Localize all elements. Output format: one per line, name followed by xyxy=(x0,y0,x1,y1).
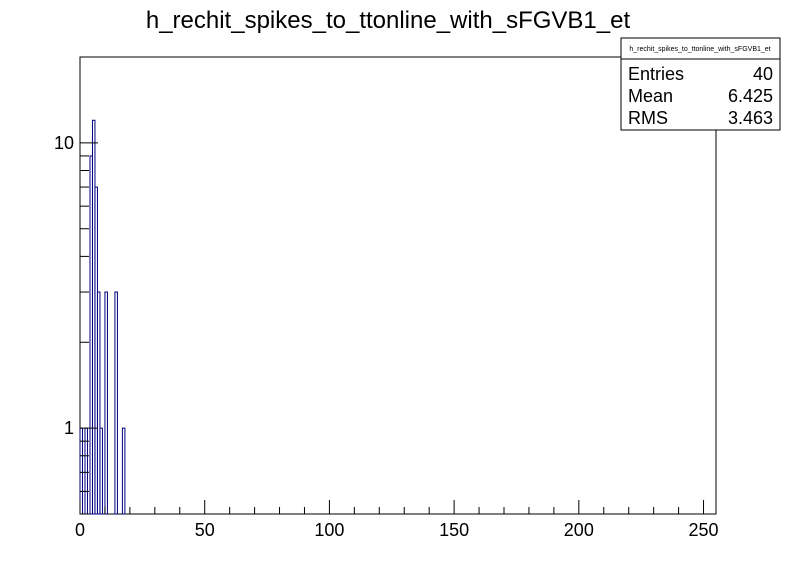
stats-rms-value: 3.463 xyxy=(728,108,773,128)
stats-rms-label: RMS xyxy=(628,108,668,128)
x-tick-label-150: 150 xyxy=(439,520,469,540)
stats-mean-label: Mean xyxy=(628,86,673,106)
y-tick-label-10: 10 xyxy=(54,133,74,153)
x-tick-label-50: 50 xyxy=(195,520,215,540)
histogram-bin-0-6 xyxy=(99,427,103,515)
stats-box-title: h_rechit_spikes_to_ttonline_with_sFGVB1_… xyxy=(629,46,770,53)
x-tick-label-200: 200 xyxy=(564,520,594,540)
plot-frame xyxy=(79,56,717,515)
histogram-bin-0-7 xyxy=(104,291,108,515)
x-axis: 0 50 100 150 200 250 xyxy=(75,500,719,540)
histogram-bin-0-9 xyxy=(121,427,126,515)
histogram-bin-0-8 xyxy=(114,291,118,515)
stats-box: h_rechit_spikes_to_ttonline_with_sFGVB1_… xyxy=(620,37,781,131)
stats-box-frame xyxy=(620,37,781,131)
x-tick-label-0: 0 xyxy=(75,520,85,540)
histogram-bin-0-5 xyxy=(96,291,101,515)
x-tick-label-100: 100 xyxy=(314,520,344,540)
stats-mean-value: 6.425 xyxy=(728,86,773,106)
y-axis: 1 10 xyxy=(54,56,98,515)
histogram-bars xyxy=(79,119,126,515)
stats-entries-value: 40 xyxy=(753,64,773,84)
stats-entries-label: Entries xyxy=(628,64,684,84)
x-tick-label-250: 250 xyxy=(689,520,719,540)
chart-title: h_rechit_spikes_to_ttonline_with_sFGVB1_… xyxy=(146,7,631,34)
y-tick-label-1: 1 xyxy=(64,418,74,438)
